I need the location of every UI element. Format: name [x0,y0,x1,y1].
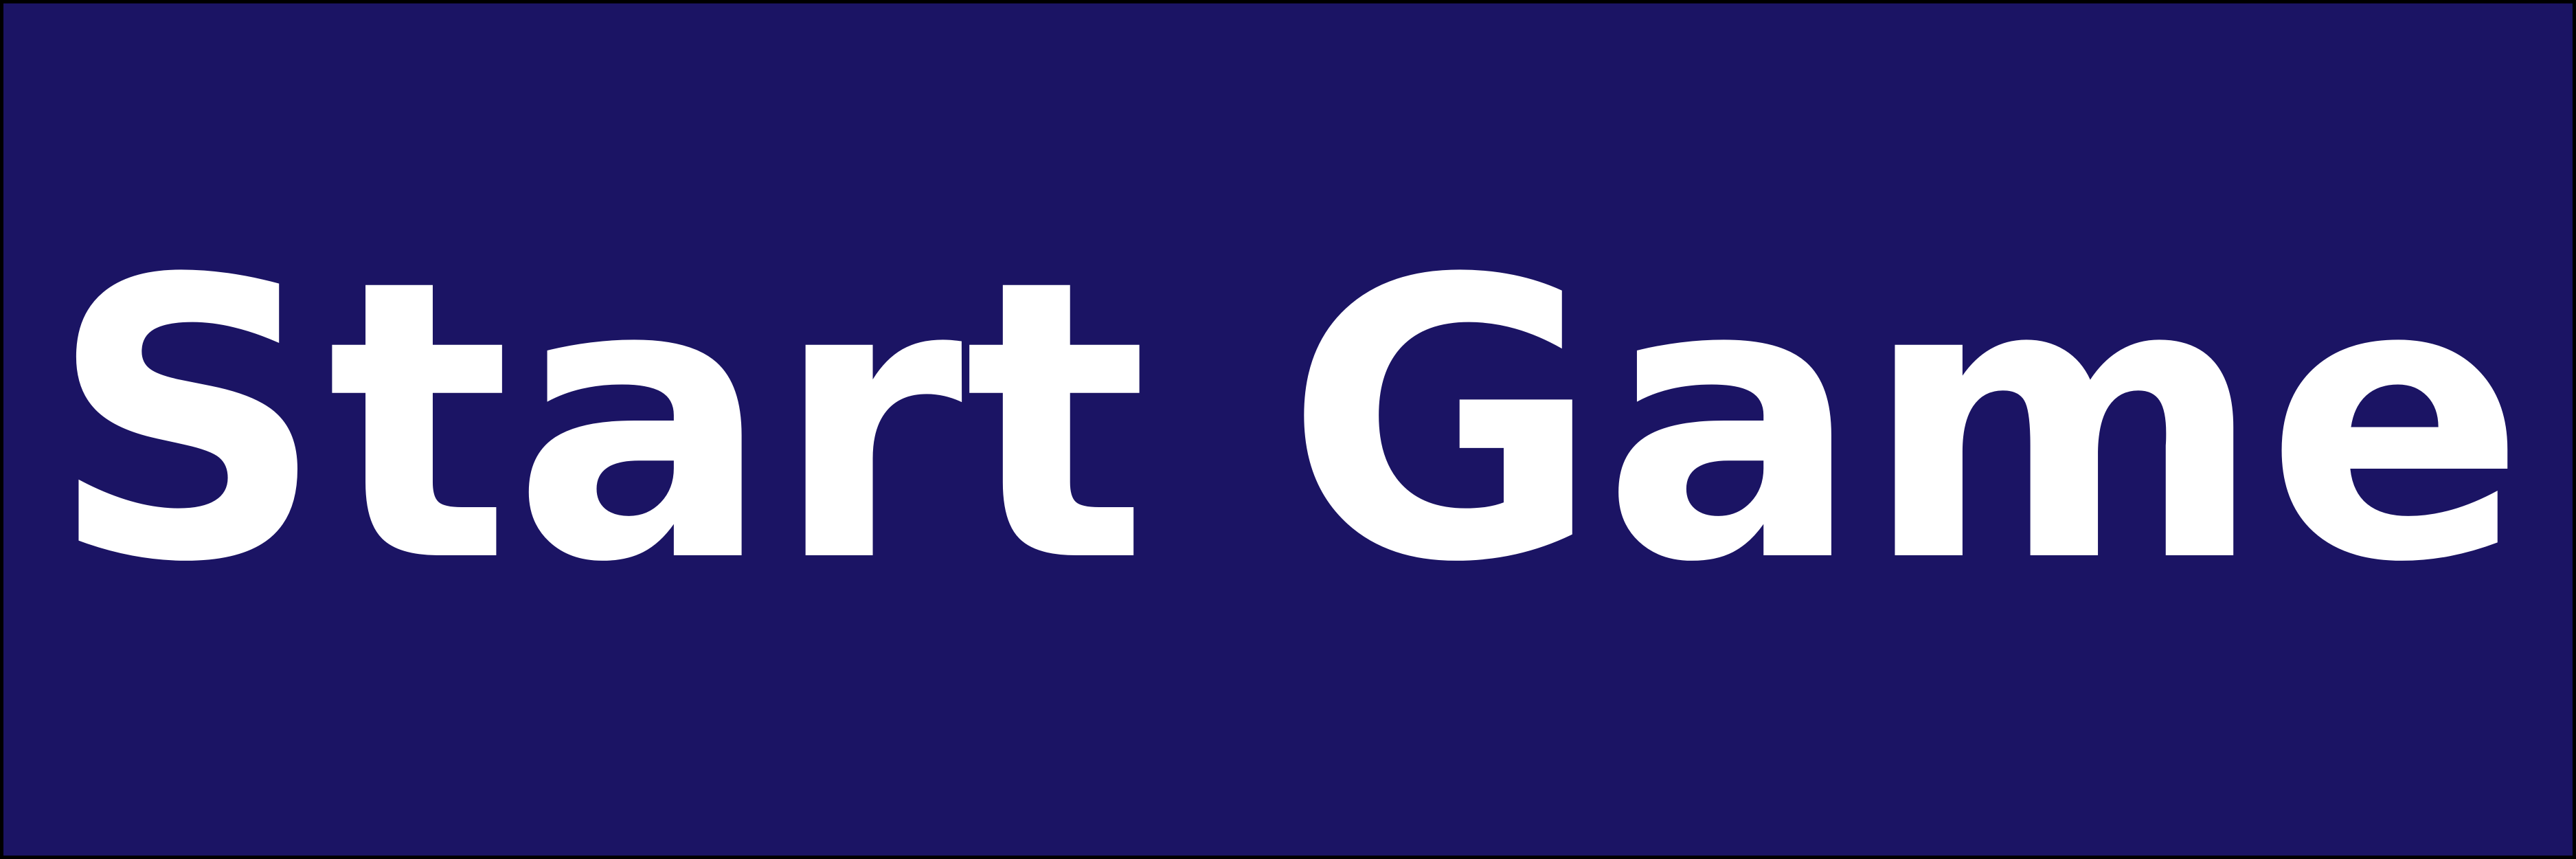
start-game-button-label: Start Game [48,199,2528,647]
